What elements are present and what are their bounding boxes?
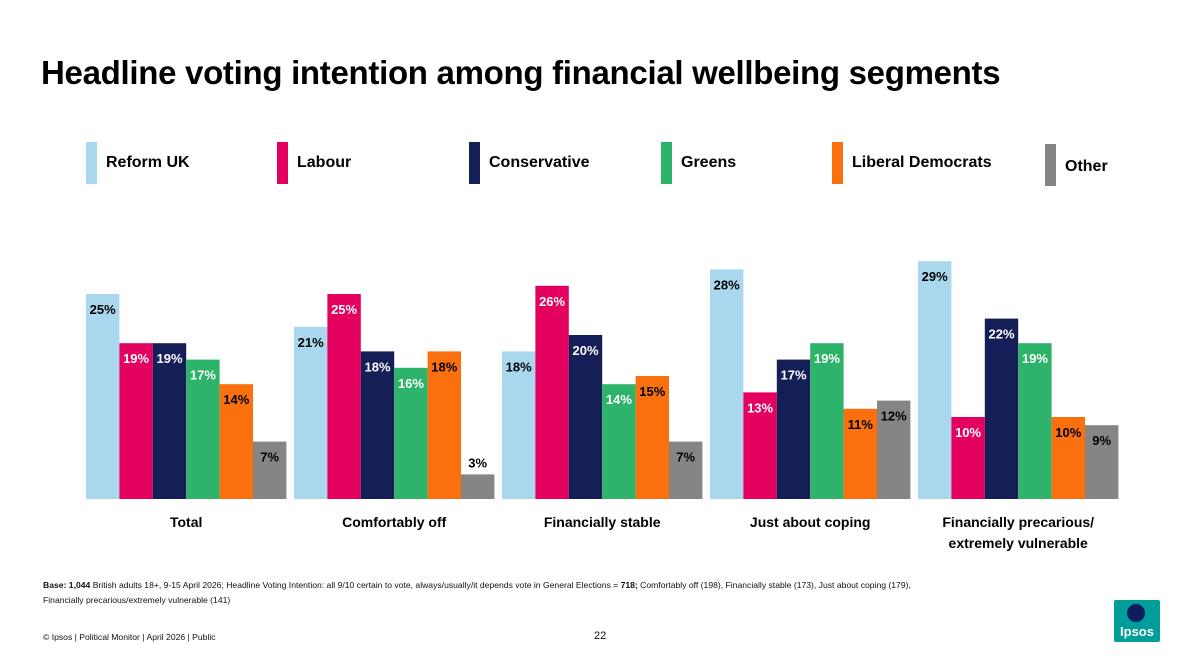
- data-label: 7%: [676, 450, 695, 465]
- legend-label: Liberal Democrats: [852, 154, 992, 171]
- data-label: 16%: [398, 376, 424, 391]
- legend-label: Other: [1065, 158, 1108, 175]
- bar-reform-uk-comfortably-off: [294, 326, 328, 499]
- bar-greens-financially-precarious-extremely-vulnerable: [1018, 343, 1052, 499]
- data-label: 10%: [955, 425, 981, 440]
- ipsos-logo: Ipsos: [1114, 600, 1160, 642]
- bar-liberal-democrats-just-about-coping: [843, 408, 877, 499]
- page-number: 22: [594, 630, 607, 642]
- legend-swatch: [469, 142, 480, 184]
- bar-other-total: [253, 441, 287, 499]
- bar-reform-uk-total: [86, 294, 120, 499]
- bar-other-just-about-coping: [877, 400, 911, 499]
- data-label: 11%: [848, 417, 874, 432]
- base-text-1: British adults 18+, 9-15 April 2026; Hea…: [90, 580, 621, 590]
- legend-swatch: [277, 142, 288, 184]
- bar-conservative-total: [152, 343, 187, 499]
- data-label: 17%: [780, 368, 806, 383]
- bar-conservative-financially-precarious-extremely-vulnerable: [984, 318, 1019, 499]
- legend-label: Labour: [297, 154, 352, 171]
- logo-text: Ipsos: [1120, 624, 1154, 639]
- data-label: 25%: [331, 302, 357, 317]
- category-label-just-about-coping: Just about coping: [750, 514, 871, 530]
- legend-swatch: [86, 142, 97, 184]
- category-label-comfortably-off: Comfortably off: [342, 514, 447, 530]
- footer-copyright: © Ipsos | Political Monitor | April 2026…: [43, 632, 216, 642]
- data-label: 18%: [364, 359, 390, 374]
- legend-label: Greens: [681, 154, 737, 171]
- bar-labour-total: [119, 343, 153, 499]
- data-label: 9%: [1092, 433, 1111, 448]
- bar-greens-total: [186, 359, 220, 499]
- data-label: 10%: [1055, 425, 1081, 440]
- legend-swatch: [661, 142, 672, 184]
- bar-conservative-just-about-coping: [776, 359, 811, 499]
- base-note: Base: 1,044 British adults 18+, 9-15 Apr…: [43, 578, 923, 608]
- category-label-financially-stable: Financially stable: [544, 514, 661, 530]
- logo-mark-icon: [1127, 604, 1145, 622]
- legend-label: Conservative: [489, 154, 590, 171]
- data-label: 29%: [922, 269, 948, 284]
- data-label: 19%: [123, 351, 149, 366]
- category-label-financially-precarious-extremely-vulnerable: extremely vulnerable: [949, 535, 1089, 551]
- bar-reform-uk-financially-precarious-extremely-vulnerable: [918, 261, 952, 499]
- bar-labour-just-about-coping: [743, 392, 777, 499]
- bar-reform-uk-just-about-coping: [710, 269, 744, 499]
- data-label: 18%: [506, 359, 532, 374]
- page-title: Headline voting intention among financia…: [41, 54, 1001, 91]
- data-label: 12%: [881, 409, 907, 424]
- bar-liberal-democrats-total: [219, 384, 253, 499]
- bar-labour-financially-precarious-extremely-vulnerable: [951, 417, 985, 499]
- bar-conservative-financially-stable: [568, 335, 603, 499]
- data-label: 21%: [298, 335, 324, 350]
- bar-other-financially-precarious-extremely-vulnerable: [1085, 425, 1119, 499]
- data-label: 19%: [1022, 351, 1048, 366]
- data-label: 25%: [90, 302, 116, 317]
- data-label: 3%: [468, 455, 487, 470]
- data-label: 18%: [431, 359, 457, 374]
- data-label: 22%: [988, 327, 1014, 342]
- bar-liberal-democrats-financially-stable: [635, 376, 669, 499]
- category-label-total: Total: [170, 514, 202, 530]
- data-label: 14%: [606, 392, 632, 407]
- bar-other-comfortably-off: [461, 474, 495, 499]
- bar-greens-just-about-coping: [810, 343, 844, 499]
- legend-label: Reform UK: [106, 154, 190, 171]
- bar-conservative-comfortably-off: [360, 351, 395, 499]
- data-label: 26%: [539, 294, 565, 309]
- data-label: 28%: [714, 277, 740, 292]
- data-label: 14%: [223, 392, 249, 407]
- base-label: Base: 1,044: [43, 580, 91, 590]
- bar-greens-financially-stable: [602, 384, 636, 499]
- bar-greens-comfortably-off: [394, 367, 428, 499]
- base-text-2: Comfortably off (198), Financially stabl…: [43, 580, 911, 605]
- data-label: 17%: [190, 368, 216, 383]
- legend-swatch: [832, 142, 843, 184]
- data-label: 19%: [814, 351, 840, 366]
- bar-liberal-democrats-financially-precarious-extremely-vulnerable: [1051, 417, 1085, 499]
- data-label: 7%: [260, 450, 279, 465]
- base-count: 718;: [620, 580, 638, 590]
- bar-labour-financially-stable: [535, 285, 569, 499]
- data-label: 19%: [156, 351, 182, 366]
- bar-liberal-democrats-comfortably-off: [427, 351, 461, 499]
- data-label: 15%: [639, 384, 665, 399]
- category-label-financially-precarious-extremely-vulnerable: Financially precarious/: [942, 514, 1094, 530]
- bar-labour-comfortably-off: [327, 294, 361, 499]
- data-label: 13%: [747, 400, 773, 415]
- bar-other-financially-stable: [669, 441, 703, 499]
- bar-reform-uk-financially-stable: [502, 351, 536, 499]
- data-label: 20%: [572, 343, 598, 358]
- legend-swatch: [1045, 144, 1056, 186]
